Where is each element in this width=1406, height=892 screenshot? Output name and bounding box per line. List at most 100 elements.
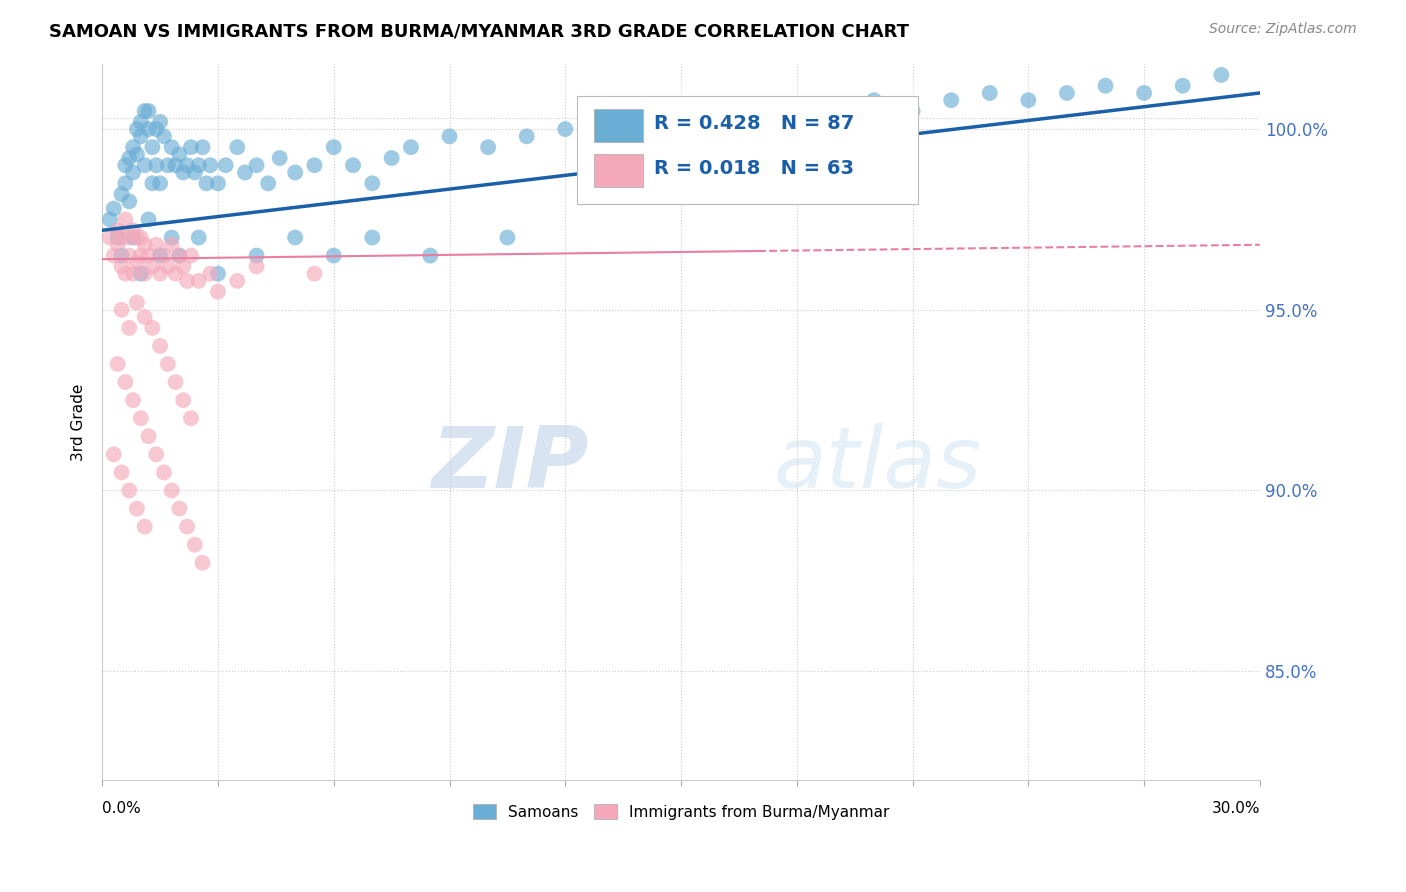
Point <box>114 177 136 191</box>
Point <box>149 249 172 263</box>
Point <box>156 260 179 274</box>
Point <box>98 230 121 244</box>
Point <box>669 122 692 136</box>
Point <box>184 165 207 179</box>
Point <box>160 483 183 498</box>
Point <box>122 267 145 281</box>
Y-axis label: 3rd Grade: 3rd Grade <box>72 384 86 460</box>
Point <box>207 285 229 299</box>
Point <box>156 357 179 371</box>
Point <box>187 274 209 288</box>
Point <box>257 177 280 191</box>
Point <box>114 375 136 389</box>
Point <box>125 501 148 516</box>
Point <box>165 375 187 389</box>
Text: ZIP: ZIP <box>430 424 589 507</box>
Point <box>245 260 267 274</box>
Point <box>169 501 191 516</box>
Text: 30.0%: 30.0% <box>1212 801 1260 816</box>
Point <box>187 158 209 172</box>
Point <box>134 237 156 252</box>
Point <box>361 230 384 244</box>
Point <box>118 194 141 209</box>
Point <box>149 339 172 353</box>
Point <box>496 230 519 244</box>
Point <box>107 230 129 244</box>
Point <box>1133 86 1156 100</box>
Point <box>141 177 163 191</box>
Point <box>172 260 194 274</box>
Point <box>125 295 148 310</box>
FancyBboxPatch shape <box>576 96 918 203</box>
Text: R = 0.428   N = 87: R = 0.428 N = 87 <box>654 114 855 133</box>
Point <box>165 267 187 281</box>
FancyBboxPatch shape <box>595 109 643 142</box>
Point <box>207 267 229 281</box>
Point <box>125 230 148 244</box>
Point <box>110 466 132 480</box>
Text: SAMOAN VS IMMIGRANTS FROM BURMA/MYANMAR 3RD GRADE CORRELATION CHART: SAMOAN VS IMMIGRANTS FROM BURMA/MYANMAR … <box>49 22 910 40</box>
Text: 0.0%: 0.0% <box>103 801 141 816</box>
Point <box>114 267 136 281</box>
Point <box>516 129 538 144</box>
Point <box>245 249 267 263</box>
Point <box>941 93 963 107</box>
Point <box>747 103 769 118</box>
Point <box>145 122 167 136</box>
Point <box>122 165 145 179</box>
Point <box>153 129 176 144</box>
Point <box>134 267 156 281</box>
Point <box>138 122 160 136</box>
Point <box>1171 78 1194 93</box>
Point <box>200 158 222 172</box>
Point <box>226 140 249 154</box>
Point <box>200 267 222 281</box>
Point <box>114 158 136 172</box>
Point <box>153 249 176 263</box>
Point <box>107 237 129 252</box>
Point <box>118 321 141 335</box>
Point <box>145 447 167 461</box>
Point <box>156 158 179 172</box>
Point <box>125 122 148 136</box>
Point <box>118 230 141 244</box>
Point <box>1017 93 1039 107</box>
Point <box>129 267 152 281</box>
Point <box>176 158 198 172</box>
Point <box>98 212 121 227</box>
Point <box>477 140 499 154</box>
Point <box>118 483 141 498</box>
Point <box>1211 68 1233 82</box>
Point <box>786 115 808 129</box>
Point <box>439 129 461 144</box>
Point <box>226 274 249 288</box>
Point <box>114 212 136 227</box>
Point <box>172 165 194 179</box>
Point <box>165 158 187 172</box>
Point <box>979 86 1001 100</box>
Point <box>134 103 156 118</box>
Point <box>122 393 145 408</box>
Point <box>592 115 614 129</box>
Point <box>169 249 191 263</box>
FancyBboxPatch shape <box>595 154 643 187</box>
Point <box>184 538 207 552</box>
Point <box>361 177 384 191</box>
Point <box>195 177 218 191</box>
Point <box>122 140 145 154</box>
Point <box>180 249 202 263</box>
Point <box>419 249 441 263</box>
Point <box>103 202 125 216</box>
Point <box>138 103 160 118</box>
Point <box>160 140 183 154</box>
Point <box>153 466 176 480</box>
Point <box>381 151 404 165</box>
Point <box>122 230 145 244</box>
Point <box>824 103 846 118</box>
Point <box>160 237 183 252</box>
Point <box>631 129 654 144</box>
Point <box>863 93 886 107</box>
Point <box>160 230 183 244</box>
Point <box>110 249 132 263</box>
Point <box>180 411 202 425</box>
